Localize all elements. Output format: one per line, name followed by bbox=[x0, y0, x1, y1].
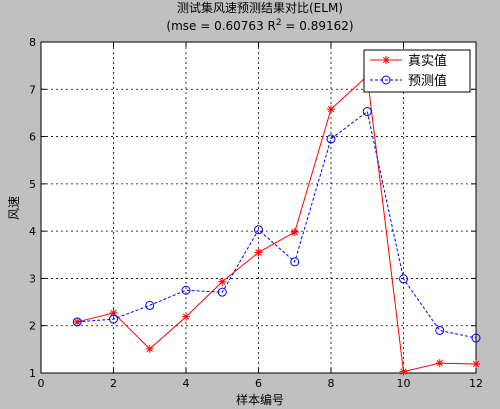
series-line-predicted bbox=[77, 110, 477, 339]
data-point-predicted bbox=[326, 134, 336, 144]
x-tick-label: 4 bbox=[183, 377, 190, 390]
chart-subtitle: (mse = 0.60763 R2 = 0.89162) bbox=[166, 18, 353, 33]
y-tick-label: 3 bbox=[29, 272, 36, 285]
data-point-actual bbox=[109, 308, 118, 317]
data-point-actual bbox=[182, 312, 190, 321]
data-point-predicted bbox=[254, 225, 263, 235]
data-point-actual bbox=[218, 277, 227, 286]
legend-label-predicted: 预测值 bbox=[408, 73, 447, 89]
data-point-predicted bbox=[362, 107, 372, 117]
data-point-predicted bbox=[290, 257, 300, 267]
y-tick-label: 5 bbox=[29, 178, 36, 191]
y-tick-label: 8 bbox=[29, 36, 36, 49]
data-point-actual bbox=[435, 359, 444, 368]
x-tick-label: 12 bbox=[469, 377, 483, 390]
data-point-actual bbox=[472, 360, 480, 369]
y-tick-label: 7 bbox=[29, 83, 36, 96]
legend-label-actual: 真实值 bbox=[408, 53, 447, 69]
data-point-actual bbox=[290, 228, 299, 237]
legend: 真实值 预测值 bbox=[363, 49, 471, 93]
x-tick-label: 2 bbox=[110, 377, 117, 390]
subtitle-superscript: 2 bbox=[276, 18, 282, 28]
y-tick-label: 6 bbox=[29, 131, 36, 144]
data-point-actual bbox=[399, 367, 408, 376]
series-line-actual bbox=[77, 75, 477, 373]
y-tick-label: 2 bbox=[29, 320, 36, 333]
x-tick-label: 8 bbox=[328, 377, 335, 390]
data-point-predicted bbox=[145, 300, 155, 310]
legend-marker-actual bbox=[382, 56, 390, 64]
data-point-predicted bbox=[181, 285, 191, 295]
x-tick-label: 10 bbox=[397, 377, 411, 390]
legend-marker-predicted bbox=[381, 75, 391, 85]
data-point-predicted bbox=[72, 317, 82, 327]
subtitle-prefix: (mse = 0.60763 R bbox=[166, 19, 275, 33]
grid bbox=[40, 41, 477, 374]
data-point-actual bbox=[145, 344, 154, 353]
legend-marker-symbol bbox=[382, 56, 390, 64]
chart-title: 测试集风速预测结果对比(ELM) bbox=[177, 0, 343, 15]
data-point-actual bbox=[327, 105, 335, 114]
data-point-predicted bbox=[435, 325, 445, 335]
legend-marker-symbol bbox=[381, 75, 391, 85]
data-point-predicted bbox=[399, 274, 408, 284]
legend-box bbox=[363, 49, 471, 93]
data-point-actual bbox=[254, 248, 263, 257]
x-axis-label: 样本编号 bbox=[236, 392, 284, 407]
x-tick-label: 6 bbox=[255, 377, 262, 390]
y-tick-label: 1 bbox=[29, 367, 36, 380]
data-point-predicted bbox=[471, 333, 481, 343]
y-tick-label: 4 bbox=[29, 225, 36, 238]
y-axis-label: 风速 bbox=[7, 196, 21, 220]
x-tick-label: 0 bbox=[38, 377, 45, 390]
data-point-predicted bbox=[109, 314, 118, 324]
data-point-predicted bbox=[217, 287, 227, 297]
subtitle-suffix: = 0.89162) bbox=[282, 19, 354, 33]
